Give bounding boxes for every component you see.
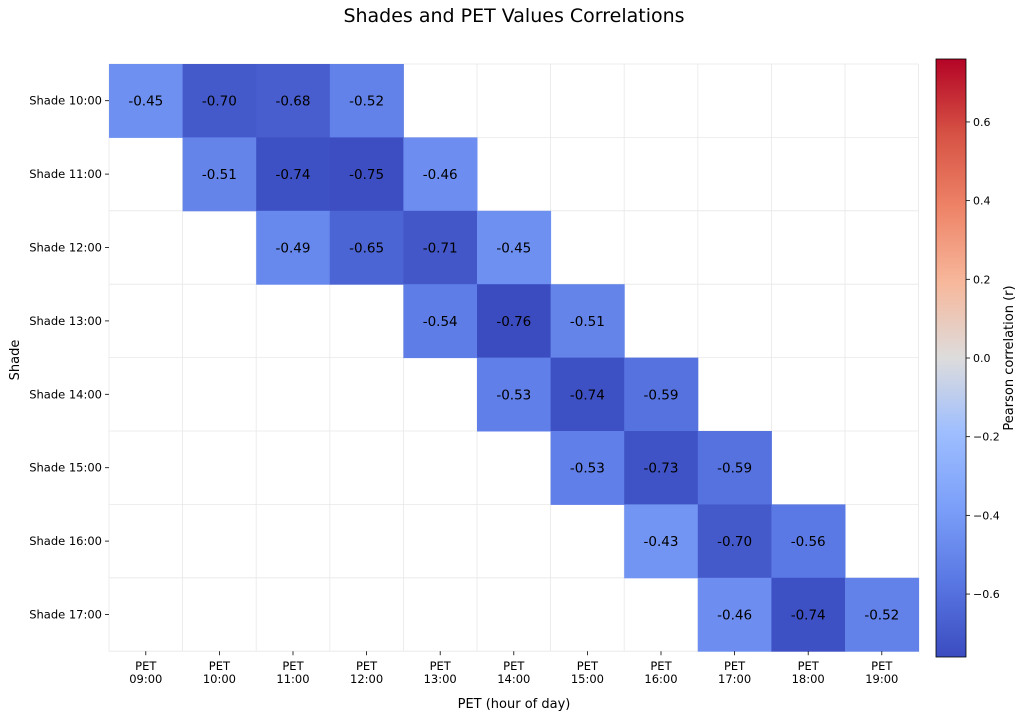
- cell-value-label: -0.70: [202, 94, 237, 110]
- y-tick-label: Shade 14:00: [29, 387, 102, 401]
- cell-value-label: -0.46: [717, 608, 752, 624]
- cell-value-label: -0.70: [717, 534, 752, 550]
- x-tick-label: PET 10:00: [203, 659, 236, 686]
- cell-value-label: -0.56: [791, 534, 826, 550]
- heatmap-cell: [697, 577, 772, 652]
- colorbar-tick-label: 0.4: [973, 195, 991, 208]
- colorbar-label: Pearson correlation (r): [1002, 285, 1017, 430]
- cell-value-label: -0.43: [644, 534, 679, 550]
- heatmap-cell: [256, 64, 331, 138]
- x-tick-label: PET 17:00: [718, 659, 751, 686]
- y-tick-labels: Shade 10:00 Shade 11:00 Shade 12:00 Shade 1…: [29, 94, 109, 622]
- heatmap-cell: [771, 577, 846, 652]
- x-tick-label: PET 11:00: [276, 659, 309, 686]
- heatmap-cell: [182, 64, 257, 138]
- colorbar-gradient: [935, 58, 967, 658]
- heatmap-cell: [182, 137, 257, 212]
- cell-value-label: -0.49: [276, 241, 311, 257]
- x-tick-labels: PET 09:00 PET 10:00 PET 11:00 PET 12:00 PET 13:00…: [129, 651, 898, 686]
- cell-value-label: -0.51: [202, 167, 237, 183]
- heatmap-cell: [697, 504, 772, 579]
- y-tick-label: Shade 16:00: [29, 534, 102, 548]
- cell-value-label: -0.52: [349, 94, 384, 110]
- y-tick-label: Shade 10:00: [29, 94, 102, 108]
- heatmap-cell: [624, 431, 699, 505]
- y-tick-label: Shade 17:00: [29, 608, 102, 622]
- cell-value-label: -0.54: [423, 314, 458, 330]
- heatmap-cell: [403, 137, 478, 212]
- cell-value-label: -0.74: [570, 387, 605, 403]
- cell-value-label: -0.65: [349, 241, 384, 257]
- cell-value-label: -0.74: [276, 167, 311, 183]
- cell-value-label: -0.53: [570, 461, 605, 477]
- x-tick-label: PET 18:00: [792, 659, 825, 686]
- heatmap-cell: [771, 504, 846, 579]
- cell-value-label: -0.71: [423, 241, 458, 257]
- colorbar-tick-label: −0.6: [973, 588, 1000, 601]
- colorbar-tick-label: −0.4: [973, 509, 1000, 522]
- x-tick-label: PET 14:00: [497, 659, 530, 686]
- heatmap-cell: [477, 284, 552, 359]
- heatmap-cell: [403, 284, 478, 359]
- cell-value-label: -0.76: [496, 314, 531, 330]
- heatmap-cell: [624, 504, 699, 579]
- cell-value-label: -0.73: [644, 461, 679, 477]
- heatmap-cell: [845, 577, 920, 652]
- cell-value-label: -0.45: [496, 241, 531, 257]
- cell-value-label: -0.59: [717, 461, 752, 477]
- x-tick-label: PET 15:00: [571, 659, 604, 686]
- x-tick-label: PET 13:00: [424, 659, 457, 686]
- heatmap-cell: [109, 64, 184, 138]
- heatmap-cell: [550, 431, 625, 505]
- x-tick-label: PET 09:00: [129, 659, 162, 686]
- colorbar-tick-label: −0.2: [973, 431, 1000, 444]
- cell-value-label: -0.75: [349, 167, 384, 183]
- colorbar-tick-label: 0.0: [973, 352, 991, 365]
- cell-value-label: -0.52: [864, 608, 899, 624]
- colorbar: 0.6 0.4 0.2 0.0 −0.2 −0.4 −0.6: [935, 58, 1000, 658]
- y-tick-label: Shade 15:00: [29, 461, 102, 475]
- heatmap-cell: [477, 357, 552, 432]
- heatmap-cell: [403, 210, 478, 285]
- heatmap-cell: [550, 357, 625, 432]
- x-tick-label: PET 12:00: [350, 659, 383, 686]
- cell-value-label: -0.45: [128, 94, 163, 110]
- y-tick-label: Shade 13:00: [29, 314, 102, 328]
- heatmap-cell: [256, 210, 331, 285]
- x-axis-label: PET (hour of day): [458, 697, 571, 712]
- heatmap-cell: [256, 137, 331, 212]
- cells-layer: [109, 64, 920, 652]
- chart-title: Shades and PET Values Correlations: [343, 5, 684, 27]
- heatmap-cell: [329, 64, 404, 138]
- colorbar-tick-label: 0.6: [973, 116, 991, 129]
- cell-value-label: -0.51: [570, 314, 605, 330]
- cell-value-label: -0.46: [423, 167, 458, 183]
- heatmap-cell: [624, 357, 699, 432]
- cell-value-label: -0.53: [496, 387, 531, 403]
- heatmap-cell: [550, 284, 625, 359]
- colorbar-tick-label: 0.2: [973, 273, 991, 286]
- cell-value-label: -0.74: [791, 608, 826, 624]
- cell-labels-layer: -0.45 -0.70 -0.68 -0.52 -0.51 -0.74 -0.75 -0.46…: [128, 94, 899, 624]
- heatmap-cell: [329, 210, 404, 285]
- cell-value-label: -0.68: [276, 94, 311, 110]
- x-tick-label: PET 19:00: [865, 659, 898, 686]
- y-axis-label: Shade: [8, 340, 23, 381]
- heatmap-cell: [697, 431, 772, 505]
- y-tick-label: Shade 12:00: [29, 241, 102, 255]
- x-tick-label: PET 16:00: [644, 659, 677, 686]
- y-tick-label: Shade 11:00: [29, 167, 102, 181]
- heatmap-cell: [477, 210, 552, 285]
- heatmap-cell: [329, 137, 404, 212]
- cell-value-label: -0.59: [644, 387, 679, 403]
